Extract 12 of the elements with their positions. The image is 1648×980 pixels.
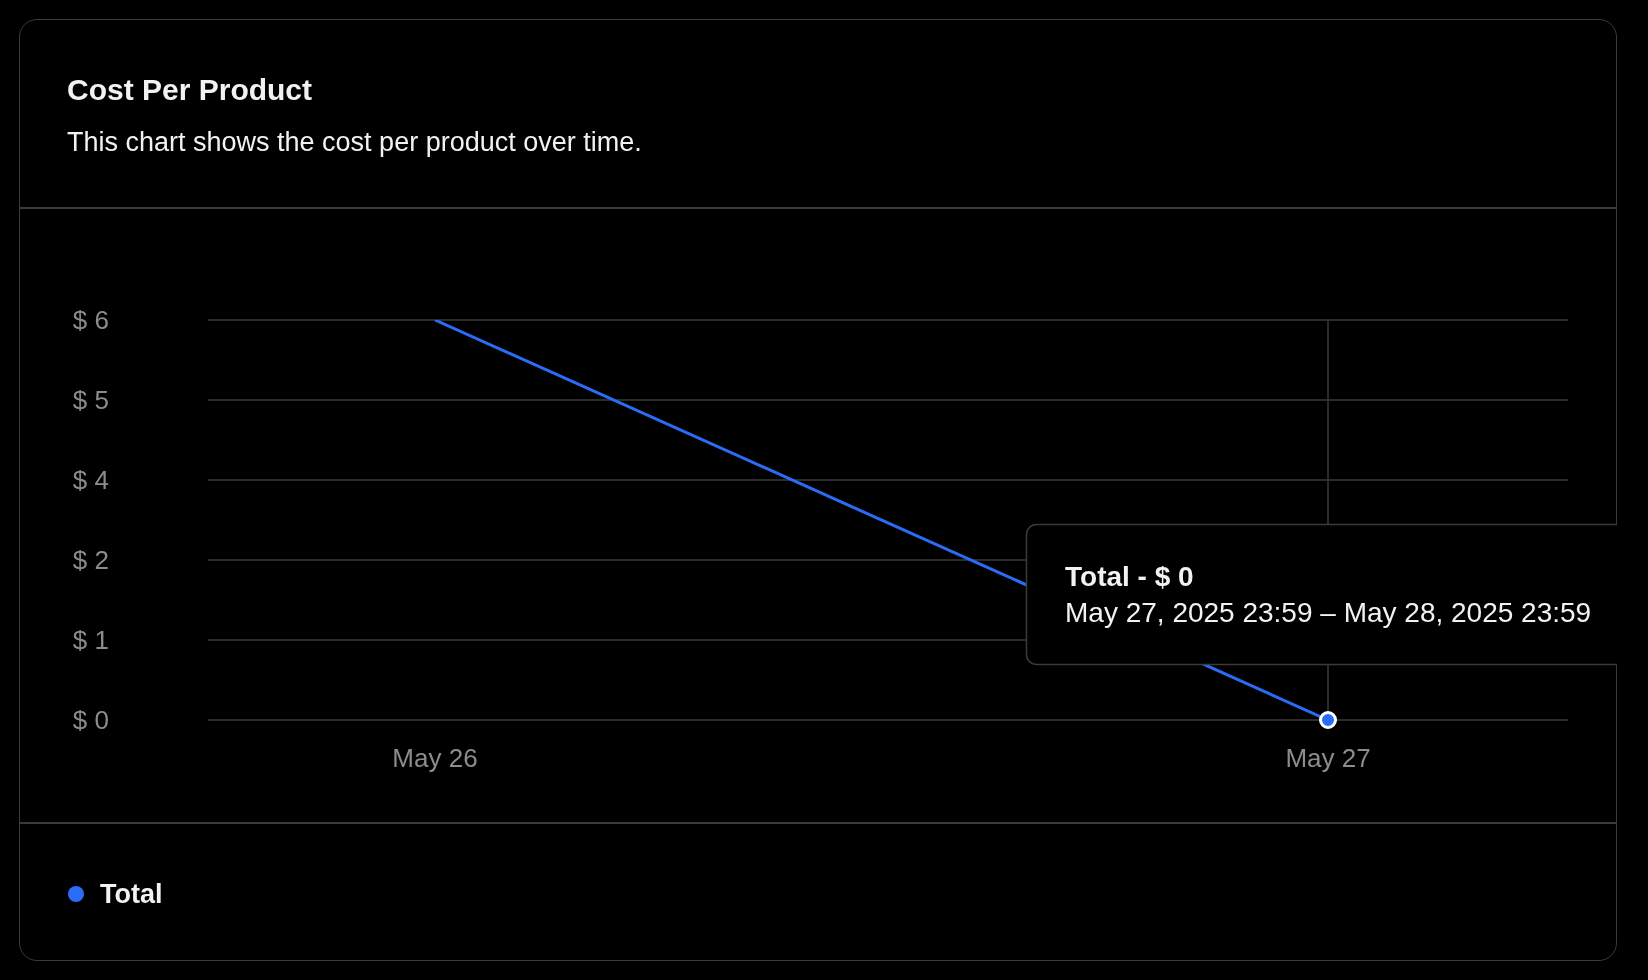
x-tick-label: May 26 xyxy=(392,743,478,773)
x-tick-label: May 27 xyxy=(1285,743,1371,773)
y-tick-label: $ 6 xyxy=(72,305,109,336)
chart-subtitle: This chart shows the cost per product over time. xyxy=(67,126,642,158)
y-tick-label: $ 0 xyxy=(72,705,109,736)
annotation: Total - $ 0 May 27, 2025 23:59 – May 28, 2025 23:59 xyxy=(1065,561,1592,629)
chart-title: Cost Per Product xyxy=(67,72,313,108)
legend-label: Total xyxy=(100,878,163,910)
y-tick-label: $ 5 xyxy=(72,385,109,416)
y-tick-label: $ 4 xyxy=(72,465,109,496)
y-tick-label: $ 1 xyxy=(72,625,109,656)
y-tick-label: $ 2 xyxy=(72,545,109,576)
